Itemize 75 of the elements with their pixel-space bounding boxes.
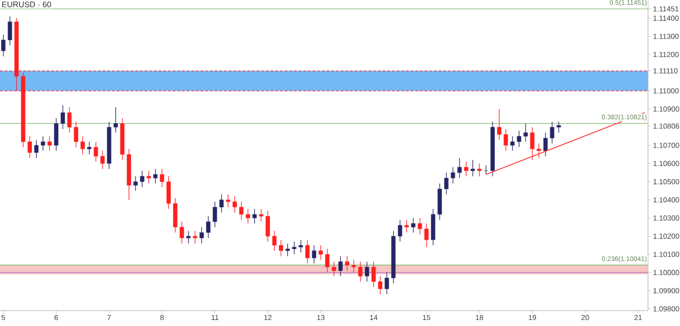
candlestick (212, 201, 218, 228)
candlestick (54, 118, 58, 152)
candlestick (252, 208, 257, 224)
candlestick (173, 198, 178, 233)
candlestick (80, 136, 85, 155)
candlestick (133, 176, 138, 192)
candlestick (286, 243, 290, 256)
candlestick (524, 123, 528, 142)
candlestick (28, 136, 32, 158)
candlestick (338, 256, 343, 276)
candlestick (87, 141, 92, 155)
candlestick (232, 196, 237, 213)
candlestick (530, 126, 534, 160)
chart-title: EURUSD · 60 (2, 2, 52, 8)
candlestick (47, 136, 52, 152)
candlestick (332, 261, 336, 276)
candlestick (239, 201, 244, 220)
candlestick (384, 272, 389, 295)
candlestick (266, 210, 270, 242)
candlestick (358, 261, 362, 282)
candlestick (477, 163, 482, 177)
candlestick (444, 172, 448, 195)
candlestick (153, 168, 158, 184)
candlestick (497, 108, 502, 140)
candlestick (192, 230, 198, 244)
candlestick (543, 132, 548, 157)
candlestick (378, 276, 382, 295)
candlestick (398, 219, 402, 242)
candlestick (219, 194, 224, 213)
candlestick (1, 34, 6, 57)
candlestick (298, 239, 303, 253)
candlestick (259, 208, 264, 222)
candlestick (67, 106, 72, 133)
candlestick (100, 150, 105, 170)
candlestick (8, 16, 12, 46)
candlestick (371, 261, 376, 288)
candlestick (536, 143, 542, 158)
candlestick (325, 248, 330, 273)
candlestick (470, 160, 475, 177)
candlestick (34, 140, 38, 158)
candlestick (114, 106, 118, 133)
candlestick (246, 208, 250, 224)
candlestick (516, 130, 522, 148)
candlestick (94, 141, 98, 162)
candlestick (186, 230, 191, 244)
candlestick (278, 239, 284, 256)
candlestick (60, 105, 65, 130)
candlestick (305, 239, 310, 264)
candlestick (180, 221, 184, 244)
candlestick (484, 164, 488, 175)
candlestick (510, 136, 515, 152)
candlestick (550, 121, 554, 144)
candlestick (226, 194, 230, 208)
candlestick (504, 128, 508, 152)
candlestick (424, 223, 429, 248)
candlestick (556, 121, 561, 133)
candlestick (318, 244, 323, 260)
candlestick (352, 259, 356, 273)
candlestick (418, 218, 422, 235)
candlestick (272, 230, 277, 252)
candlestick (206, 216, 210, 238)
candlestick (345, 256, 350, 272)
candlestick (166, 176, 171, 210)
candlestick (146, 170, 151, 184)
candlestick (292, 241, 296, 255)
candlestick (312, 244, 316, 264)
candlestick (200, 226, 204, 244)
candlestick (140, 170, 144, 188)
candlestick (364, 261, 370, 282)
candlestick (464, 161, 468, 177)
candlestick (160, 168, 164, 188)
candlestick (74, 121, 78, 148)
candlestick (411, 218, 416, 233)
candlestick (40, 136, 46, 152)
candlestick (404, 219, 409, 233)
